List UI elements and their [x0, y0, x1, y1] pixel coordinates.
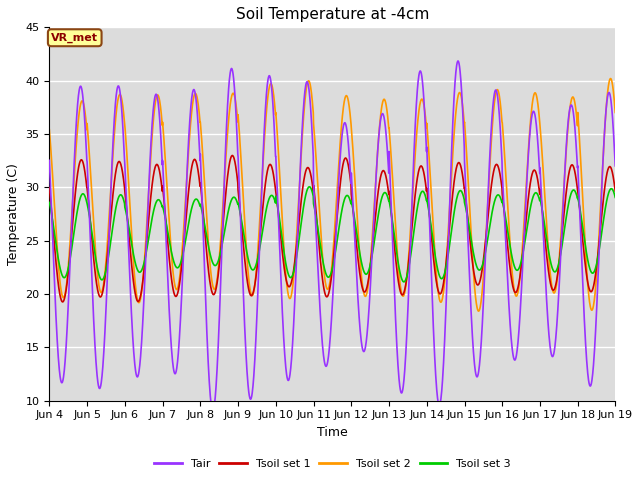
Title: Soil Temperature at -4cm: Soil Temperature at -4cm — [236, 7, 429, 22]
X-axis label: Time: Time — [317, 426, 348, 439]
Text: VR_met: VR_met — [51, 33, 98, 43]
Y-axis label: Temperature (C): Temperature (C) — [7, 163, 20, 265]
Legend: Tair, Tsoil set 1, Tsoil set 2, Tsoil set 3: Tair, Tsoil set 1, Tsoil set 2, Tsoil se… — [150, 455, 515, 474]
